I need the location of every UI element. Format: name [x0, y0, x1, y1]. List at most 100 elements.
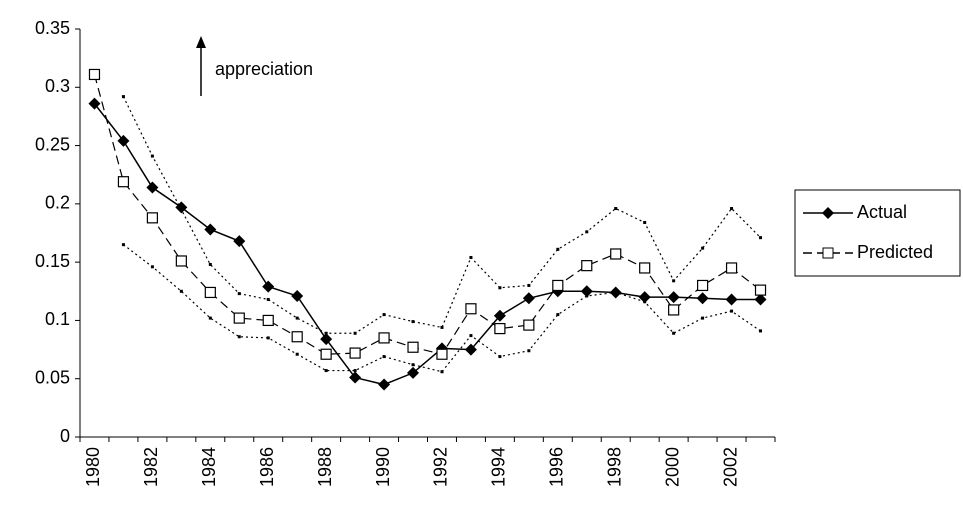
- marker-dot: [440, 370, 444, 374]
- marker-square: [320, 348, 332, 360]
- marker-dot: [353, 369, 357, 373]
- x-tick-label: 1986: [257, 447, 277, 487]
- marker-diamond: [580, 285, 593, 298]
- marker-dot: [411, 363, 415, 367]
- marker-diamond: [378, 378, 391, 391]
- marker-square: [725, 262, 738, 274]
- series-line: [93, 74, 761, 355]
- y-tick-label: 0.15: [35, 251, 70, 271]
- marker-square: [668, 304, 680, 316]
- marker-diamond: [320, 333, 333, 346]
- marker-square: [175, 255, 187, 267]
- x-tick-label: 1998: [604, 447, 624, 487]
- marker-diamond: [262, 280, 275, 293]
- marker-dot: [382, 355, 386, 359]
- marker-diamond: [522, 292, 535, 305]
- marker-square: [494, 322, 506, 335]
- x-tick-label: 2000: [662, 447, 682, 487]
- marker-diamond: [204, 223, 217, 236]
- marker-diamond: [233, 235, 246, 248]
- marker-dot: [556, 313, 560, 317]
- marker-dot: [121, 95, 125, 99]
- marker-square: [465, 303, 477, 315]
- marker-diamond: [696, 292, 709, 305]
- marker-dot: [585, 230, 589, 234]
- marker-dot: [266, 297, 270, 301]
- marker-diamond: [725, 293, 738, 306]
- marker-dot: [208, 316, 212, 320]
- legend-label: Actual: [857, 202, 907, 222]
- x-tick-label: 1988: [315, 447, 335, 487]
- marker-dot: [614, 290, 618, 294]
- marker-diamond: [88, 97, 101, 110]
- marker-dot: [556, 247, 560, 251]
- marker-square: [88, 68, 101, 81]
- marker-diamond: [493, 309, 506, 322]
- marker-dot: [498, 355, 502, 359]
- marker-square: [639, 262, 651, 274]
- marker-dot: [759, 236, 763, 240]
- marker-dot: [295, 316, 299, 320]
- x-tick-label: 1996: [547, 447, 567, 487]
- x-tick-label: 1984: [199, 447, 219, 487]
- marker-diamond: [291, 289, 304, 302]
- marker-square: [523, 319, 535, 331]
- marker-diamond: [754, 293, 767, 306]
- marker-square: [552, 279, 564, 292]
- marker-dot: [353, 331, 357, 335]
- marker-square: [436, 348, 448, 360]
- marker-dot: [382, 313, 386, 317]
- marker-diamond: [117, 134, 130, 147]
- marker-dot: [643, 221, 647, 225]
- x-tick-label: 1994: [489, 447, 509, 487]
- marker-square: [233, 312, 245, 324]
- marker-square: [146, 212, 158, 224]
- x-tick-label: 1982: [141, 447, 161, 487]
- marker-square: [378, 332, 390, 344]
- series-line: [123, 244, 761, 373]
- marker-square: [262, 314, 274, 327]
- marker-dot: [150, 265, 154, 269]
- marker-dot: [672, 331, 676, 335]
- marker-dot: [179, 289, 183, 293]
- marker-dot: [237, 335, 241, 339]
- marker-diamond: [349, 371, 362, 384]
- marker-dot: [614, 207, 618, 211]
- x-tick-label: 1992: [431, 447, 451, 487]
- legend-label: Predicted: [857, 242, 933, 262]
- marker-dot: [701, 316, 705, 320]
- y-tick-label: 0.25: [35, 134, 70, 154]
- marker-dot: [469, 255, 473, 259]
- series-line: [122, 96, 761, 334]
- marker-square: [204, 286, 216, 299]
- marker-square: [349, 347, 361, 359]
- marker-square: [754, 284, 767, 296]
- y-tick-label: 0.05: [35, 367, 70, 387]
- marker-square: [407, 341, 419, 353]
- marker-square: [697, 279, 709, 292]
- marker-square: [610, 248, 622, 260]
- marker-dot: [585, 294, 589, 298]
- marker-dot: [324, 331, 328, 335]
- x-tick-label: 1980: [83, 447, 103, 487]
- marker-diamond: [667, 291, 680, 304]
- marker-square: [117, 176, 130, 188]
- marker-dot: [237, 292, 241, 296]
- marker-dot: [759, 329, 763, 333]
- marker-square: [291, 331, 303, 343]
- y-tick-label: 0.35: [35, 18, 70, 38]
- marker-square: [581, 260, 593, 272]
- x-tick-label: 1990: [373, 447, 393, 487]
- legend-box: [794, 189, 961, 277]
- annotation: appreciation: [215, 59, 313, 79]
- x-tick-label: 2002: [720, 447, 740, 487]
- marker-dot: [527, 283, 531, 287]
- marker-diamond: [175, 201, 188, 214]
- annotation-arrowhead: [196, 36, 206, 48]
- y-tick-label: 0.2: [45, 193, 70, 213]
- marker-dot: [179, 208, 183, 212]
- marker-dot: [411, 320, 415, 324]
- marker-diamond: [638, 291, 651, 304]
- marker-dot: [469, 334, 473, 338]
